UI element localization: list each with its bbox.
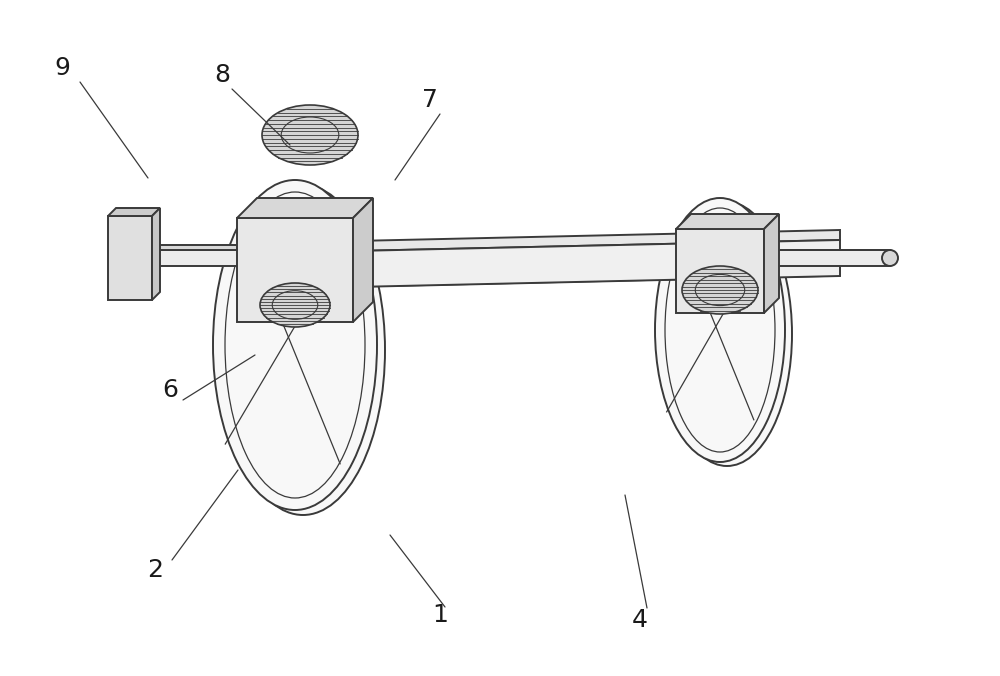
Polygon shape bbox=[108, 208, 160, 216]
Text: 2: 2 bbox=[147, 558, 163, 582]
Polygon shape bbox=[148, 250, 240, 266]
Text: 8: 8 bbox=[214, 63, 230, 87]
Polygon shape bbox=[237, 198, 373, 218]
Polygon shape bbox=[310, 266, 840, 288]
Text: 6: 6 bbox=[162, 378, 178, 402]
Polygon shape bbox=[764, 214, 779, 313]
Polygon shape bbox=[676, 214, 779, 229]
Polygon shape bbox=[108, 216, 152, 300]
Text: 9: 9 bbox=[54, 56, 70, 80]
Polygon shape bbox=[760, 250, 890, 266]
Ellipse shape bbox=[662, 202, 792, 466]
Polygon shape bbox=[148, 245, 245, 250]
Ellipse shape bbox=[655, 198, 785, 462]
Text: 1: 1 bbox=[432, 603, 448, 627]
Ellipse shape bbox=[262, 105, 358, 165]
Polygon shape bbox=[310, 230, 840, 252]
Polygon shape bbox=[237, 218, 353, 322]
Polygon shape bbox=[353, 198, 373, 322]
Ellipse shape bbox=[221, 185, 385, 515]
Text: 7: 7 bbox=[422, 88, 438, 112]
Ellipse shape bbox=[882, 250, 898, 266]
Ellipse shape bbox=[260, 283, 330, 327]
Polygon shape bbox=[152, 208, 160, 300]
Polygon shape bbox=[676, 229, 764, 313]
Polygon shape bbox=[310, 240, 840, 288]
Ellipse shape bbox=[213, 180, 377, 510]
Text: 4: 4 bbox=[632, 608, 648, 632]
Ellipse shape bbox=[682, 266, 758, 314]
